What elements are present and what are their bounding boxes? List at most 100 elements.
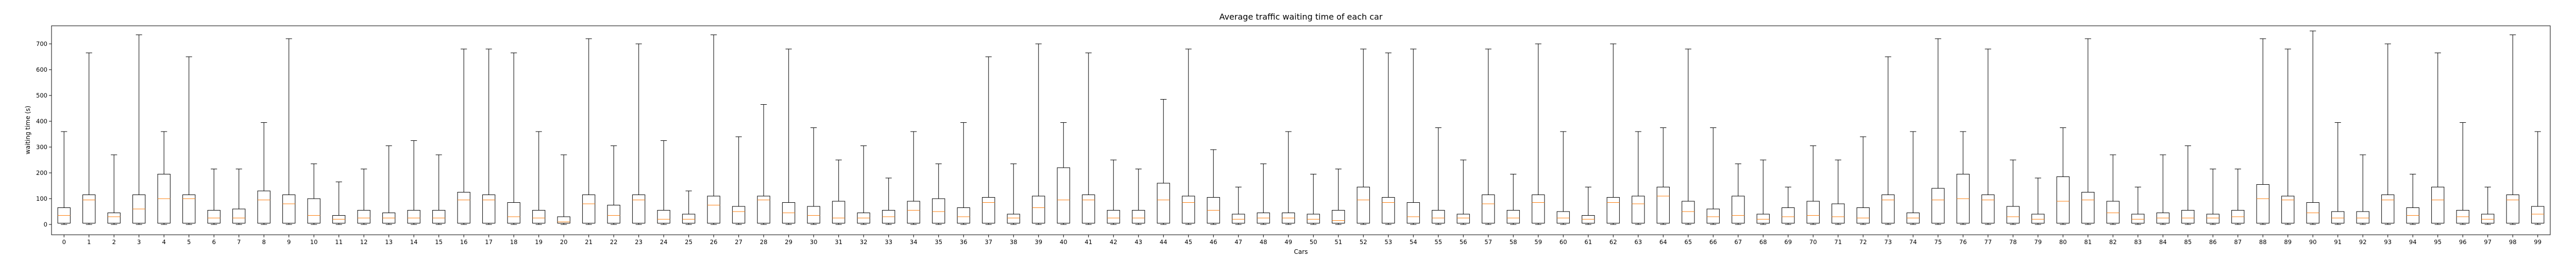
x-tick-label: 49 bbox=[1284, 238, 1292, 246]
box-car-86 bbox=[2206, 169, 2219, 225]
x-tick-label: 71 bbox=[1834, 238, 1842, 246]
y-tick-label: 500 bbox=[36, 92, 47, 99]
box-car-81 bbox=[2081, 38, 2095, 225]
box-car-98 bbox=[2506, 35, 2519, 225]
x-tick-label: 34 bbox=[910, 238, 918, 246]
iqr-box bbox=[807, 206, 820, 223]
iqr-box bbox=[1706, 208, 1720, 223]
x-tick-label: 78 bbox=[2009, 238, 2017, 246]
iqr-box bbox=[407, 210, 420, 223]
y-tick-label: 700 bbox=[36, 40, 47, 47]
x-tick-label: 29 bbox=[785, 238, 792, 246]
box-car-36 bbox=[957, 122, 970, 225]
box-car-88 bbox=[2256, 38, 2269, 225]
x-tick-label: 92 bbox=[2359, 238, 2367, 246]
iqr-box bbox=[832, 201, 845, 223]
box-car-7 bbox=[232, 169, 246, 225]
iqr-box bbox=[1107, 210, 1120, 223]
iqr-box bbox=[282, 195, 296, 223]
iqr-box bbox=[1232, 214, 1245, 223]
x-tick-label: 62 bbox=[1609, 238, 1617, 246]
x-tick-label: 18 bbox=[510, 238, 518, 246]
iqr-box bbox=[232, 208, 246, 223]
box-car-74 bbox=[1906, 131, 1920, 225]
iqr-box bbox=[1632, 196, 1645, 223]
x-tick-label: 9 bbox=[287, 238, 291, 246]
iqr-box bbox=[557, 216, 570, 223]
x-tick-label: 21 bbox=[585, 238, 592, 246]
iqr-box bbox=[657, 210, 670, 223]
x-tick-label: 22 bbox=[610, 238, 618, 246]
x-tick-label: 68 bbox=[1759, 238, 1767, 246]
iqr-box bbox=[2506, 195, 2519, 223]
x-tick-label: 25 bbox=[685, 238, 692, 246]
x-tick-label: 70 bbox=[1809, 238, 1817, 246]
iqr-box bbox=[2331, 211, 2345, 223]
box-car-49 bbox=[1282, 131, 1295, 225]
x-tick-label: 19 bbox=[535, 238, 543, 246]
box-car-71 bbox=[1832, 159, 1845, 225]
box-car-29 bbox=[782, 49, 795, 225]
x-tick-label: 67 bbox=[1734, 238, 1742, 246]
x-tick-label: 37 bbox=[985, 238, 992, 246]
box-car-46 bbox=[1207, 149, 1220, 225]
x-tick-label: 59 bbox=[1534, 238, 1542, 246]
iqr-box bbox=[1931, 188, 1945, 223]
box-car-17 bbox=[482, 49, 496, 225]
x-tick-label: 42 bbox=[1110, 238, 1117, 246]
x-tick-label: 98 bbox=[2509, 238, 2517, 246]
iqr-box bbox=[1182, 196, 1195, 223]
box-car-34 bbox=[907, 131, 920, 225]
iqr-box bbox=[1682, 201, 1695, 223]
box-car-56 bbox=[1456, 159, 1470, 225]
x-tick-label: 93 bbox=[2384, 238, 2392, 246]
box-car-89 bbox=[2281, 49, 2295, 225]
plot-area bbox=[57, 30, 2545, 225]
iqr-box bbox=[2056, 176, 2070, 223]
iqr-box bbox=[1856, 207, 1870, 223]
box-car-35 bbox=[932, 164, 945, 225]
box-car-58 bbox=[1506, 174, 1520, 225]
x-tick-label: 73 bbox=[1884, 238, 1892, 246]
x-tick-label: 53 bbox=[1384, 238, 1392, 246]
box-car-12 bbox=[357, 169, 370, 225]
box-car-24 bbox=[657, 140, 670, 225]
box-car-51 bbox=[1332, 169, 1345, 225]
box-car-52 bbox=[1357, 49, 1370, 225]
x-tick-label: 23 bbox=[635, 238, 642, 246]
iqr-box bbox=[707, 196, 720, 223]
x-tick-label: 56 bbox=[1460, 238, 1467, 246]
box-car-60 bbox=[1556, 131, 1570, 225]
box-car-31 bbox=[832, 159, 845, 225]
iqr-box bbox=[1532, 195, 1545, 223]
y-axis-label: waiting time (s) bbox=[24, 106, 31, 154]
y-tick-label: 400 bbox=[36, 118, 47, 125]
iqr-box bbox=[2431, 187, 2445, 223]
x-tick-label: 57 bbox=[1484, 238, 1492, 246]
box-car-47 bbox=[1232, 187, 1245, 225]
box-car-90 bbox=[2306, 30, 2319, 225]
box-car-28 bbox=[757, 104, 770, 225]
iqr-box bbox=[307, 198, 320, 223]
x-tick-label: 82 bbox=[2109, 238, 2117, 246]
box-car-39 bbox=[1032, 43, 1045, 225]
box-car-18 bbox=[507, 53, 520, 225]
y-tick-label: 0 bbox=[44, 221, 47, 228]
x-tick-label: 65 bbox=[1684, 238, 1692, 246]
iqr-box bbox=[1732, 196, 1745, 223]
x-tick-label: 1 bbox=[87, 238, 91, 246]
iqr-box bbox=[482, 195, 496, 223]
x-tick-label: 64 bbox=[1659, 238, 1667, 246]
iqr-box bbox=[1057, 167, 1070, 223]
x-tick-label: 41 bbox=[1084, 238, 1092, 246]
iqr-box bbox=[357, 210, 370, 223]
iqr-box bbox=[2081, 192, 2095, 223]
iqr-box bbox=[1756, 214, 1770, 223]
x-tick-label: 89 bbox=[2284, 238, 2292, 246]
box-car-3 bbox=[132, 35, 146, 225]
box-car-27 bbox=[732, 136, 745, 225]
box-car-68 bbox=[1756, 159, 1770, 225]
iqr-box bbox=[2531, 206, 2545, 223]
x-tick-label: 10 bbox=[310, 238, 318, 246]
box-car-26 bbox=[707, 35, 720, 225]
